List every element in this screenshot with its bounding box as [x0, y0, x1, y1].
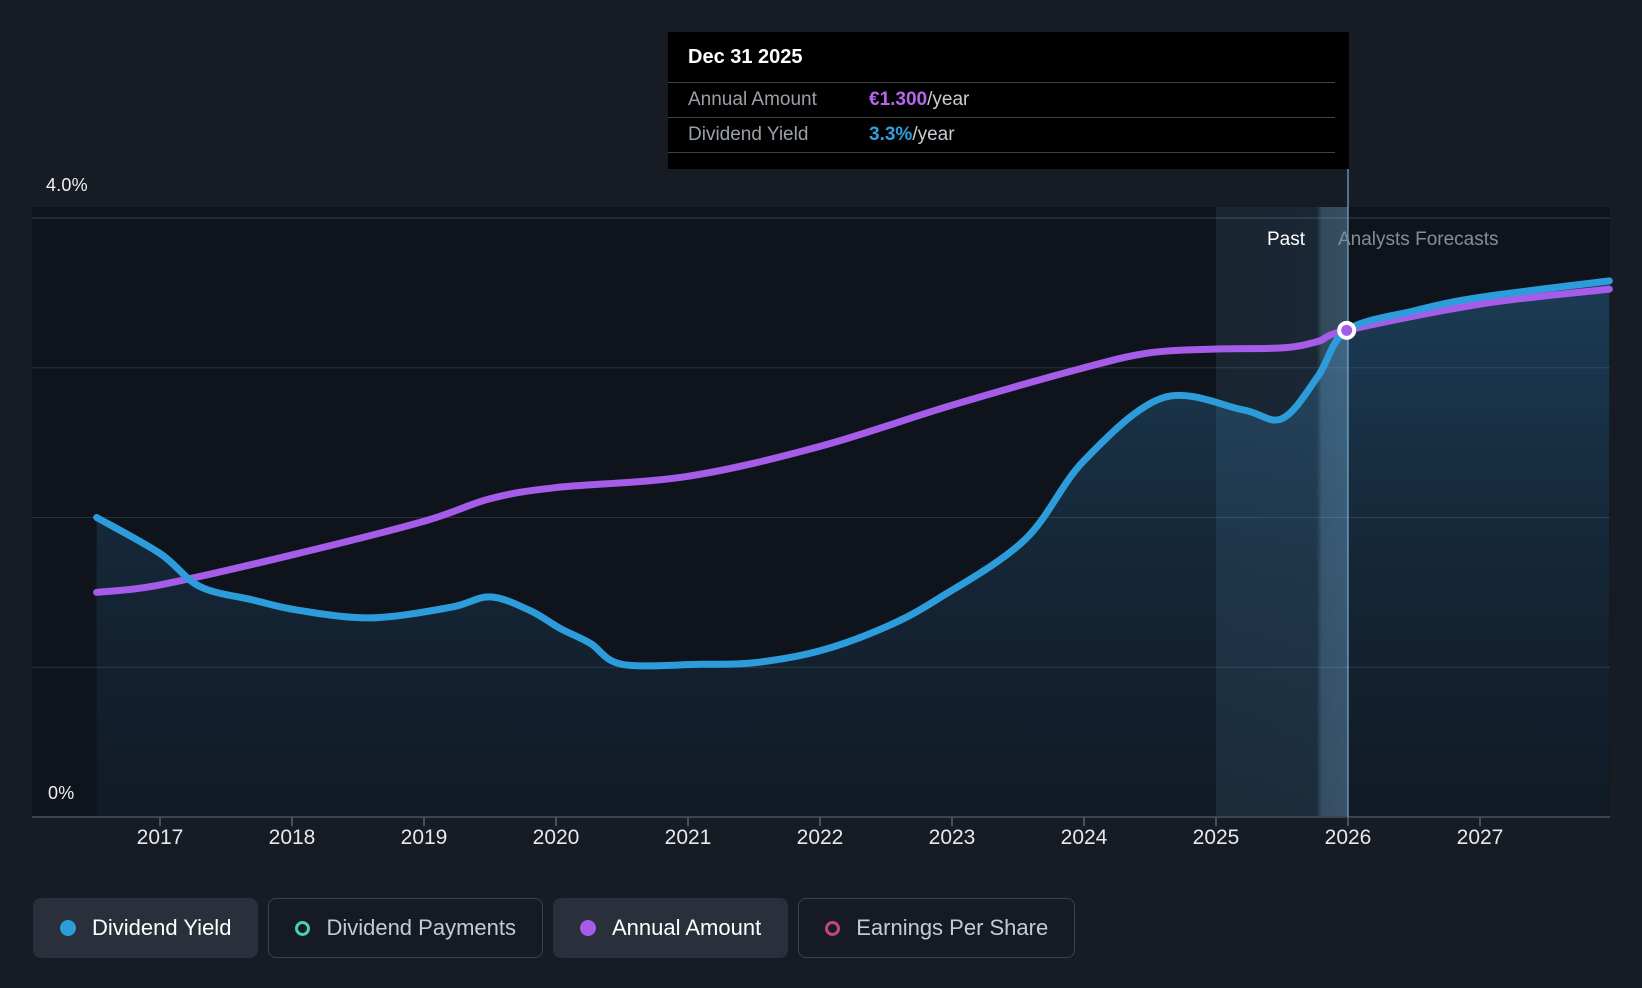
tooltip-date: Dec 31 2025 [688, 45, 803, 68]
series-legend: Dividend Yield Dividend Payments Annual Am… [33, 898, 1076, 958]
tooltip-value: 3.3% [869, 124, 913, 145]
dividend-yield-line [93, 277, 1613, 670]
annual-amount-line [93, 285, 1613, 596]
x-tick-label-2022: 2022 [796, 826, 844, 849]
value-marker[interactable] [1337, 320, 1357, 340]
legend-item-label: Annual Amount [611, 915, 762, 940]
x-tick-label-2023: 2023 [928, 826, 976, 849]
past-region-label: Past [1266, 229, 1305, 250]
y-axis-label-min: 0% [48, 783, 75, 803]
y-axis-label-max: 4.0% [46, 175, 88, 195]
legend-item-dividend-yield[interactable]: Dividend Yield [33, 898, 259, 958]
legend-item-label: Dividend Yield [92, 915, 232, 940]
chart-tooltip: Dec 31 2025 Annual Amount €1.300 /year D… [668, 32, 1349, 169]
tooltip-bottom-divider [668, 152, 1335, 169]
legend-ring-icon [825, 920, 841, 936]
x-tick-label-2024: 2024 [1060, 826, 1108, 849]
x-tick-label-2027: 2027 [1456, 826, 1504, 849]
legend-dot-icon [60, 920, 76, 936]
x-tick-label-2021: 2021 [664, 826, 712, 849]
legend-ring-icon [295, 920, 311, 936]
legend-item-annual-amount[interactable]: Annual Amount [552, 898, 789, 958]
forecast-region-label: Analysts Forecasts [1338, 229, 1499, 250]
x-tick-label-2020: 2020 [532, 826, 580, 849]
legend-item-label: Dividend Payments [326, 915, 516, 940]
tooltip-row-annual-amount: Annual Amount €1.300 /year [668, 82, 1335, 117]
legend-item-dividend-payments[interactable]: Dividend Payments [268, 898, 543, 958]
legend-item-label: Earnings Per Share [856, 915, 1049, 940]
tooltip-label: Annual Amount [688, 89, 817, 110]
x-tick-label-2025: 2025 [1192, 826, 1240, 849]
x-tick-label-2026: 2026 [1324, 826, 1372, 849]
legend-dot-icon [579, 920, 596, 936]
x-tick-label-2019: 2019 [400, 826, 448, 849]
legend-item-earnings-per-share[interactable]: Earnings Per Share [798, 898, 1076, 958]
x-tick-label-2018: 2018 [268, 826, 316, 849]
tooltip-suffix: /year [927, 89, 970, 110]
tooltip-row-dividend-yield: Dividend Yield 3.3% /year [668, 117, 1335, 152]
tooltip-label: Dividend Yield [688, 124, 809, 145]
highlight-band-2025 [1216, 207, 1348, 817]
tooltip-suffix: /year [912, 124, 955, 145]
tooltip-value: €1.300 [869, 89, 928, 110]
x-tick-label-2017: 2017 [136, 826, 184, 849]
